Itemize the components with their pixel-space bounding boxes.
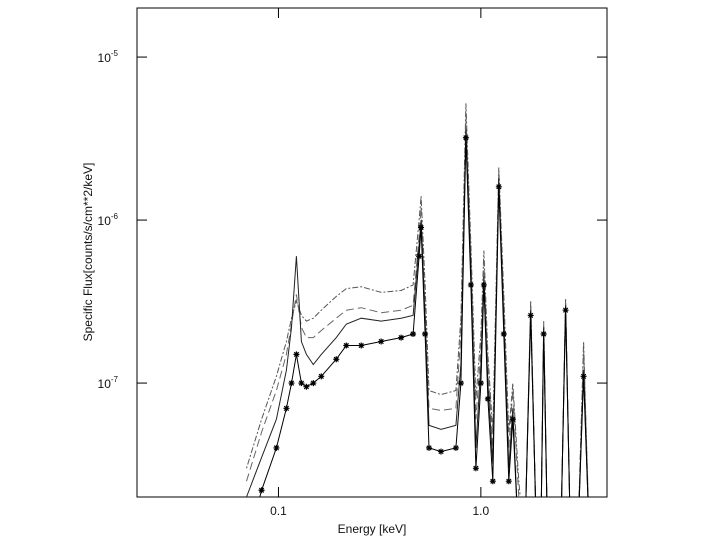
star-marker (452, 444, 459, 451)
star-marker (489, 478, 496, 485)
x-tick-label: 0.1 (270, 504, 287, 518)
star-marker (416, 253, 423, 260)
star-marker (527, 312, 534, 319)
star-marker (462, 134, 469, 141)
star-marker (422, 331, 429, 337)
tick-exponent: -5 (111, 49, 119, 58)
star-marker (310, 380, 317, 387)
star-marker (580, 373, 587, 380)
y-tick-label: 10-5 (98, 49, 119, 65)
star-marker (318, 373, 325, 380)
star-marker (472, 465, 479, 472)
star-marker (562, 307, 569, 314)
star-marker (484, 395, 491, 402)
tick-exponent: -7 (111, 375, 119, 384)
tick-base: 10 (98, 214, 112, 228)
star-marker (288, 380, 295, 387)
series-line (246, 103, 589, 497)
tick-exponent: -6 (111, 212, 119, 221)
star-marker (457, 380, 464, 387)
star-marker (426, 444, 433, 451)
tick-base: 10 (98, 377, 112, 391)
star-marker (477, 380, 484, 387)
star-marker (418, 224, 425, 231)
star-marker (540, 331, 547, 337)
plot-area (246, 103, 589, 497)
star-marker (410, 331, 417, 337)
star-marker (509, 416, 516, 423)
star-marker (303, 383, 310, 390)
star-marker (467, 281, 474, 288)
y-tick-label: 10-7 (98, 375, 119, 391)
star-marker (398, 334, 405, 341)
series-line (246, 129, 589, 497)
star-marker (378, 338, 385, 345)
star-marker (500, 331, 507, 337)
star-marker (273, 444, 280, 451)
star-marker (298, 380, 305, 387)
star-marker (258, 487, 265, 494)
star-marker (505, 478, 512, 485)
star-marker (333, 356, 340, 363)
star-marker (437, 448, 444, 455)
series-line (246, 118, 589, 497)
y-tick-label: 10-6 (98, 212, 119, 228)
tick-base: 10 (98, 51, 112, 65)
x-tick-label: 1.0 (473, 504, 490, 518)
star-marker (293, 351, 300, 358)
star-marker (495, 183, 502, 190)
star-marker (480, 281, 487, 288)
star-marker (358, 342, 365, 349)
star-marker (283, 405, 290, 412)
x-axis-label: Energy [keV] (338, 522, 407, 536)
y-axis-label: Specific Flux[counts/s/cm**2/keV] (81, 163, 95, 342)
plot-frame (136, 7, 608, 498)
star-marker (343, 342, 350, 349)
